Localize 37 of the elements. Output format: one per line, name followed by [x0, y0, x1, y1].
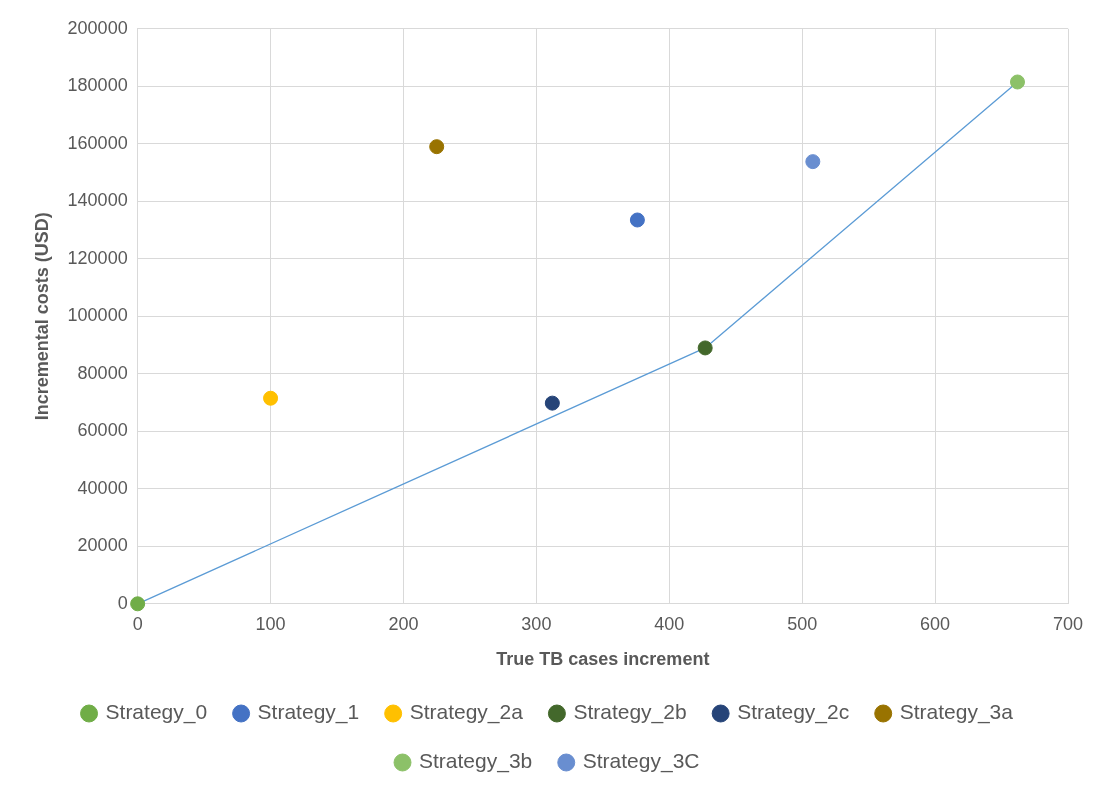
x-tick-label: 500	[787, 613, 818, 634]
legend-label: Strategy_3a	[899, 700, 1014, 725]
point	[805, 154, 821, 170]
x-tick-label: 600	[920, 613, 951, 634]
point	[263, 390, 279, 406]
legend-label: Strategy_0	[105, 700, 208, 725]
y-tick-label: 200000	[67, 17, 128, 38]
point	[697, 340, 713, 356]
point	[130, 596, 146, 612]
point	[429, 139, 445, 155]
y-axis-title: Incremental costs (USD)	[31, 212, 52, 421]
y-tick-label: 120000	[67, 247, 128, 268]
y-tick-label: 60000	[77, 420, 128, 441]
x-tick-label: 400	[654, 613, 685, 634]
point	[544, 395, 560, 411]
y-tick-label: 0	[117, 592, 128, 613]
y-tick-label: 160000	[67, 132, 128, 153]
legend-label: Strategy_2b	[573, 700, 687, 725]
legend-label: Strategy_3C	[582, 749, 700, 774]
x-tick-label: 100	[255, 613, 286, 634]
y-tick-label: 100000	[67, 305, 128, 326]
legend-label: Strategy_1	[257, 700, 360, 725]
point	[1010, 74, 1025, 90]
y-tick-label: 180000	[67, 75, 128, 96]
y-tick-label: 140000	[67, 190, 128, 211]
y-tick-label: 20000	[77, 535, 128, 556]
x-tick-label: 0	[132, 613, 143, 634]
legend-label: Strategy_2c	[737, 700, 850, 725]
y-tick-label: 80000	[77, 362, 128, 383]
x-tick-label: 300	[521, 613, 552, 634]
legend-label: Strategy_3b	[419, 749, 533, 774]
x-tick-label: 700	[1052, 613, 1084, 634]
x-axis-title: True TB cases increment	[496, 649, 710, 670]
point	[629, 212, 645, 228]
legend-label: Strategy_2a	[409, 700, 524, 725]
x-tick-label: 200	[388, 613, 419, 634]
y-tick-label: 40000	[77, 477, 128, 498]
